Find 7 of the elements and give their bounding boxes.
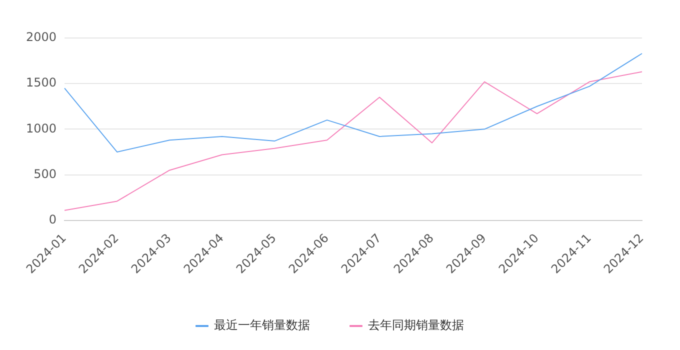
y-tick-label: 1000 <box>26 121 57 136</box>
legend-label: 最近一年销量数据 <box>214 318 310 332</box>
y-tick-label: 2000 <box>26 30 57 44</box>
y-tick-label: 1500 <box>26 76 57 90</box>
legend-label: 去年同期销量数据 <box>368 318 464 332</box>
y-tick-label: 500 <box>34 166 57 181</box>
y-tick-label: 0 <box>48 212 57 226</box>
